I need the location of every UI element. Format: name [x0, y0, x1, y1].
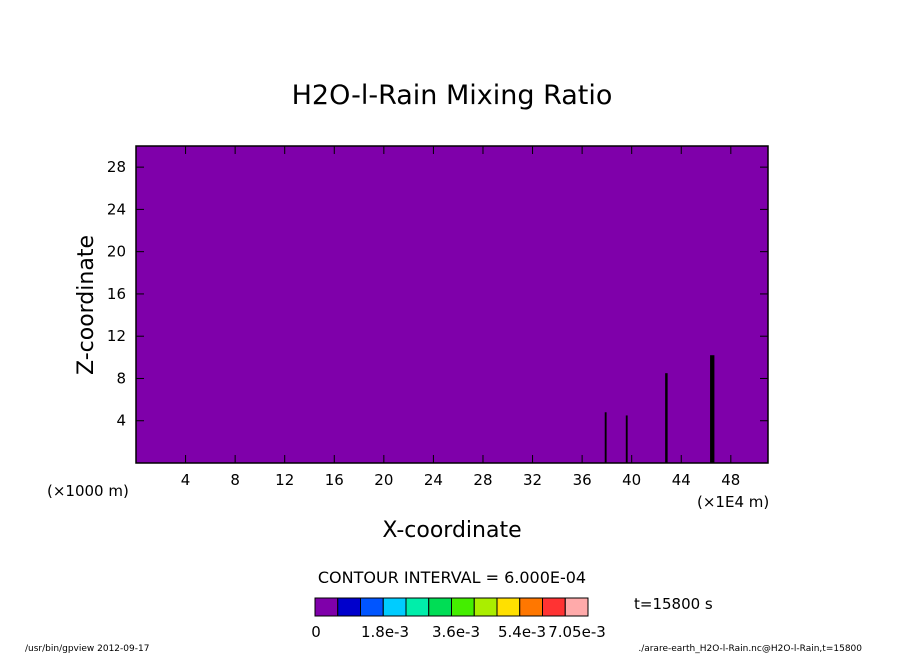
contour-interval: CONTOUR INTERVAL = 6.000E-04 [318, 568, 586, 587]
x-tick-label: 4 [181, 471, 191, 489]
x-tick-label: 40 [622, 471, 641, 489]
footer-left: /usr/bin/gpview 2012-09-17 [25, 644, 149, 654]
y-tick-label: 20 [107, 243, 126, 261]
colorbar-swatch [451, 597, 475, 617]
x-tick-label: 20 [374, 471, 393, 489]
y-ticks: 4 8 12 16 20 24 28 [107, 158, 768, 430]
colorbar-swatch [405, 597, 430, 617]
x-unit-left: (×1000 m) [47, 482, 129, 500]
x-tick-label: 48 [721, 471, 740, 489]
colorbar-label: 0 [311, 623, 321, 641]
rain-feature-4 [710, 355, 715, 463]
y-tick-label: 12 [107, 327, 126, 345]
time-label: t=15800 s [634, 595, 713, 613]
x-unit-right: (×1E4 m) [697, 493, 769, 511]
plot-background [136, 146, 768, 463]
plot-area [135, 145, 769, 464]
x-tick-label: 28 [473, 471, 492, 489]
rain-feature-2 [625, 415, 628, 463]
x-tick-label: 12 [275, 471, 294, 489]
colorbar-swatch [360, 597, 384, 617]
y-tick-label: 16 [107, 285, 126, 303]
colorbar-swatch [542, 597, 566, 617]
x-tick-label: 44 [672, 471, 691, 489]
x-tick-label: 8 [230, 471, 240, 489]
y-tick-label: 24 [107, 200, 126, 218]
colorbar-swatch [496, 597, 521, 617]
colorbar-label: 5.4e-3 [498, 623, 546, 641]
footer-right: ./arare-earth_H2O-l-Rain.nc@H2O-l-Rain,t… [638, 644, 862, 654]
colorbar-labels: 0 1.8e-3 3.6e-3 5.4e-3 7.05e-3 [311, 623, 606, 641]
x-tick-label: 16 [325, 471, 344, 489]
y-tick-label: 8 [116, 369, 126, 387]
x-tick-label: 24 [424, 471, 443, 489]
x-tick-label: 36 [573, 471, 592, 489]
colorbar-swatch [519, 597, 543, 617]
y-tick-label: 4 [116, 412, 126, 430]
colorbar-swatch [428, 597, 452, 617]
x-ticks: 4 8 12 16 20 24 28 32 36 40 44 48 [181, 146, 740, 489]
y-axis-label: Z-coordinate [74, 235, 99, 375]
colorbar-label: 3.6e-3 [432, 623, 480, 641]
x-axis-label: X-coordinate [382, 518, 521, 543]
rain-feature-3 [665, 373, 668, 463]
colorbar-swatch [337, 597, 361, 617]
y-tick-label: 28 [107, 158, 126, 176]
colorbar-swatch [382, 597, 407, 617]
colorbar-swatch [473, 597, 498, 617]
plot-frame [135, 145, 769, 464]
colorbar [314, 597, 589, 617]
x-tick-label: 32 [523, 471, 542, 489]
colorbar-swatch [564, 597, 589, 617]
colorbar-swatch [314, 597, 339, 617]
colorbar-label: 7.05e-3 [548, 623, 606, 641]
chart-title: H2O-l-Rain Mixing Ratio [292, 80, 613, 111]
rain-feature-1 [604, 412, 607, 463]
colorbar-label: 1.8e-3 [361, 623, 409, 641]
